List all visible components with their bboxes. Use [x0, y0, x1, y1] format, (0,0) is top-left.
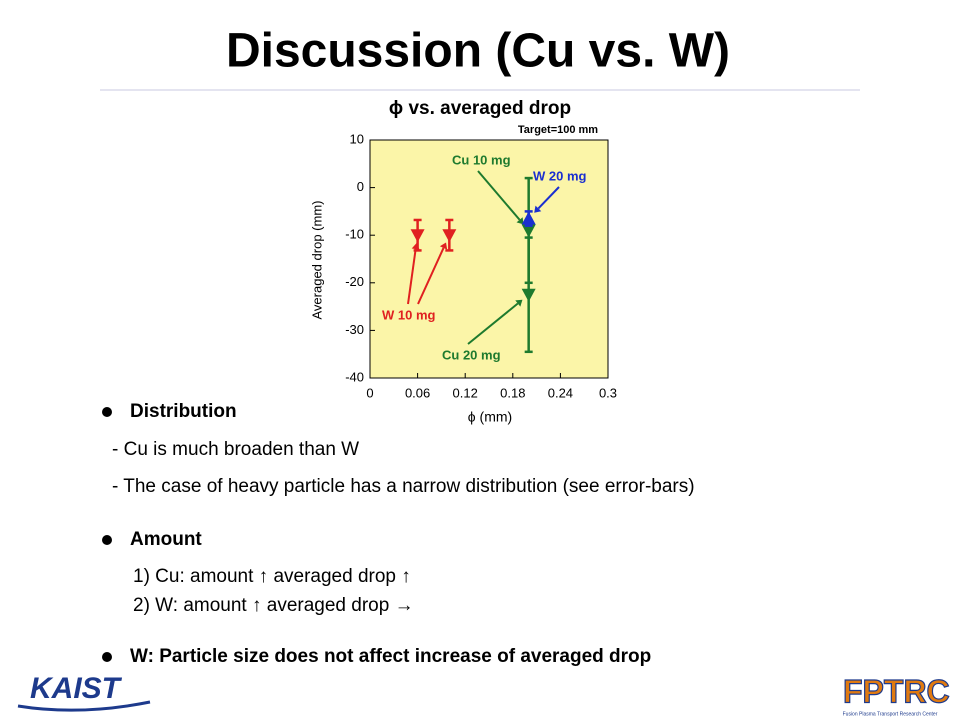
x-tick-label: 0.06 [405, 385, 430, 400]
section-item: 1) Cu: amount ↑ averaged drop ↑ [133, 566, 411, 587]
logo-text: KAIST [30, 672, 123, 705]
y-tick-label: -30 [345, 322, 364, 337]
arrow-head [411, 243, 420, 250]
section-heading: Amount [130, 529, 202, 550]
x-tick-label: 0.24 [548, 385, 573, 400]
x-tick-label: 0.12 [453, 385, 478, 400]
annotation-arrow [467, 302, 519, 345]
x-tick-label: 0 [366, 385, 373, 400]
y-tick-label: 0 [357, 179, 364, 194]
plot-area [369, 139, 609, 379]
logo-swoosh [17, 700, 151, 712]
fptrc-logo: FPTRC Fusion Plasma Transport Research C… [842, 673, 950, 717]
logo-text: FPTRC [843, 673, 950, 709]
series-label: W 10 mg [382, 307, 436, 322]
y-tick-label: -40 [345, 369, 364, 384]
arrow-head [516, 217, 524, 225]
marker [521, 224, 536, 238]
section-item: - The case of heavy particle has a narro… [112, 476, 695, 497]
logo-subtitle: Fusion Plasma Transport Research Center [843, 711, 938, 717]
bullet [102, 407, 112, 417]
series-label: Cu 10 mg [452, 152, 511, 167]
marker [410, 229, 425, 243]
kaist-logo: KAIST [17, 672, 151, 712]
annotation-arrow [407, 248, 417, 305]
x-axis-label: ϕ (mm) [468, 409, 512, 425]
arrow-head [515, 299, 523, 307]
y-tick-label: -10 [345, 227, 364, 242]
annotation-arrow [477, 170, 521, 221]
chart-annotation: Target=100 mm [518, 124, 598, 136]
series-label: Cu 20 mg [442, 347, 501, 362]
section-heading: W: Particle size does not affect increas… [130, 646, 651, 667]
x-tick-label: 0.18 [500, 385, 525, 400]
marker [442, 229, 457, 243]
y-tick-label: 10 [350, 131, 364, 146]
marker [521, 288, 536, 302]
slide-title: Discussion (Cu vs. W) [226, 25, 730, 78]
x-tick-label: 0.3 [599, 385, 617, 400]
section-item: 2) W: amount ↑ averaged drop → [133, 595, 414, 616]
arrow-head [439, 242, 448, 250]
annotation-arrow [537, 186, 560, 210]
series-label: W 20 mg [533, 168, 587, 183]
bullet [102, 652, 112, 662]
marker [521, 211, 536, 225]
section-heading: Distribution [130, 401, 237, 422]
bullet [102, 535, 112, 545]
annotation-arrow [417, 247, 445, 305]
chart-title: ϕ vs. averaged drop [389, 98, 571, 119]
y-tick-label: -20 [345, 274, 364, 289]
y-axis-label: Averaged drop (mm) [309, 201, 324, 320]
arrow-head [534, 205, 542, 213]
section-item: - Cu is much broaden than W [112, 439, 359, 460]
